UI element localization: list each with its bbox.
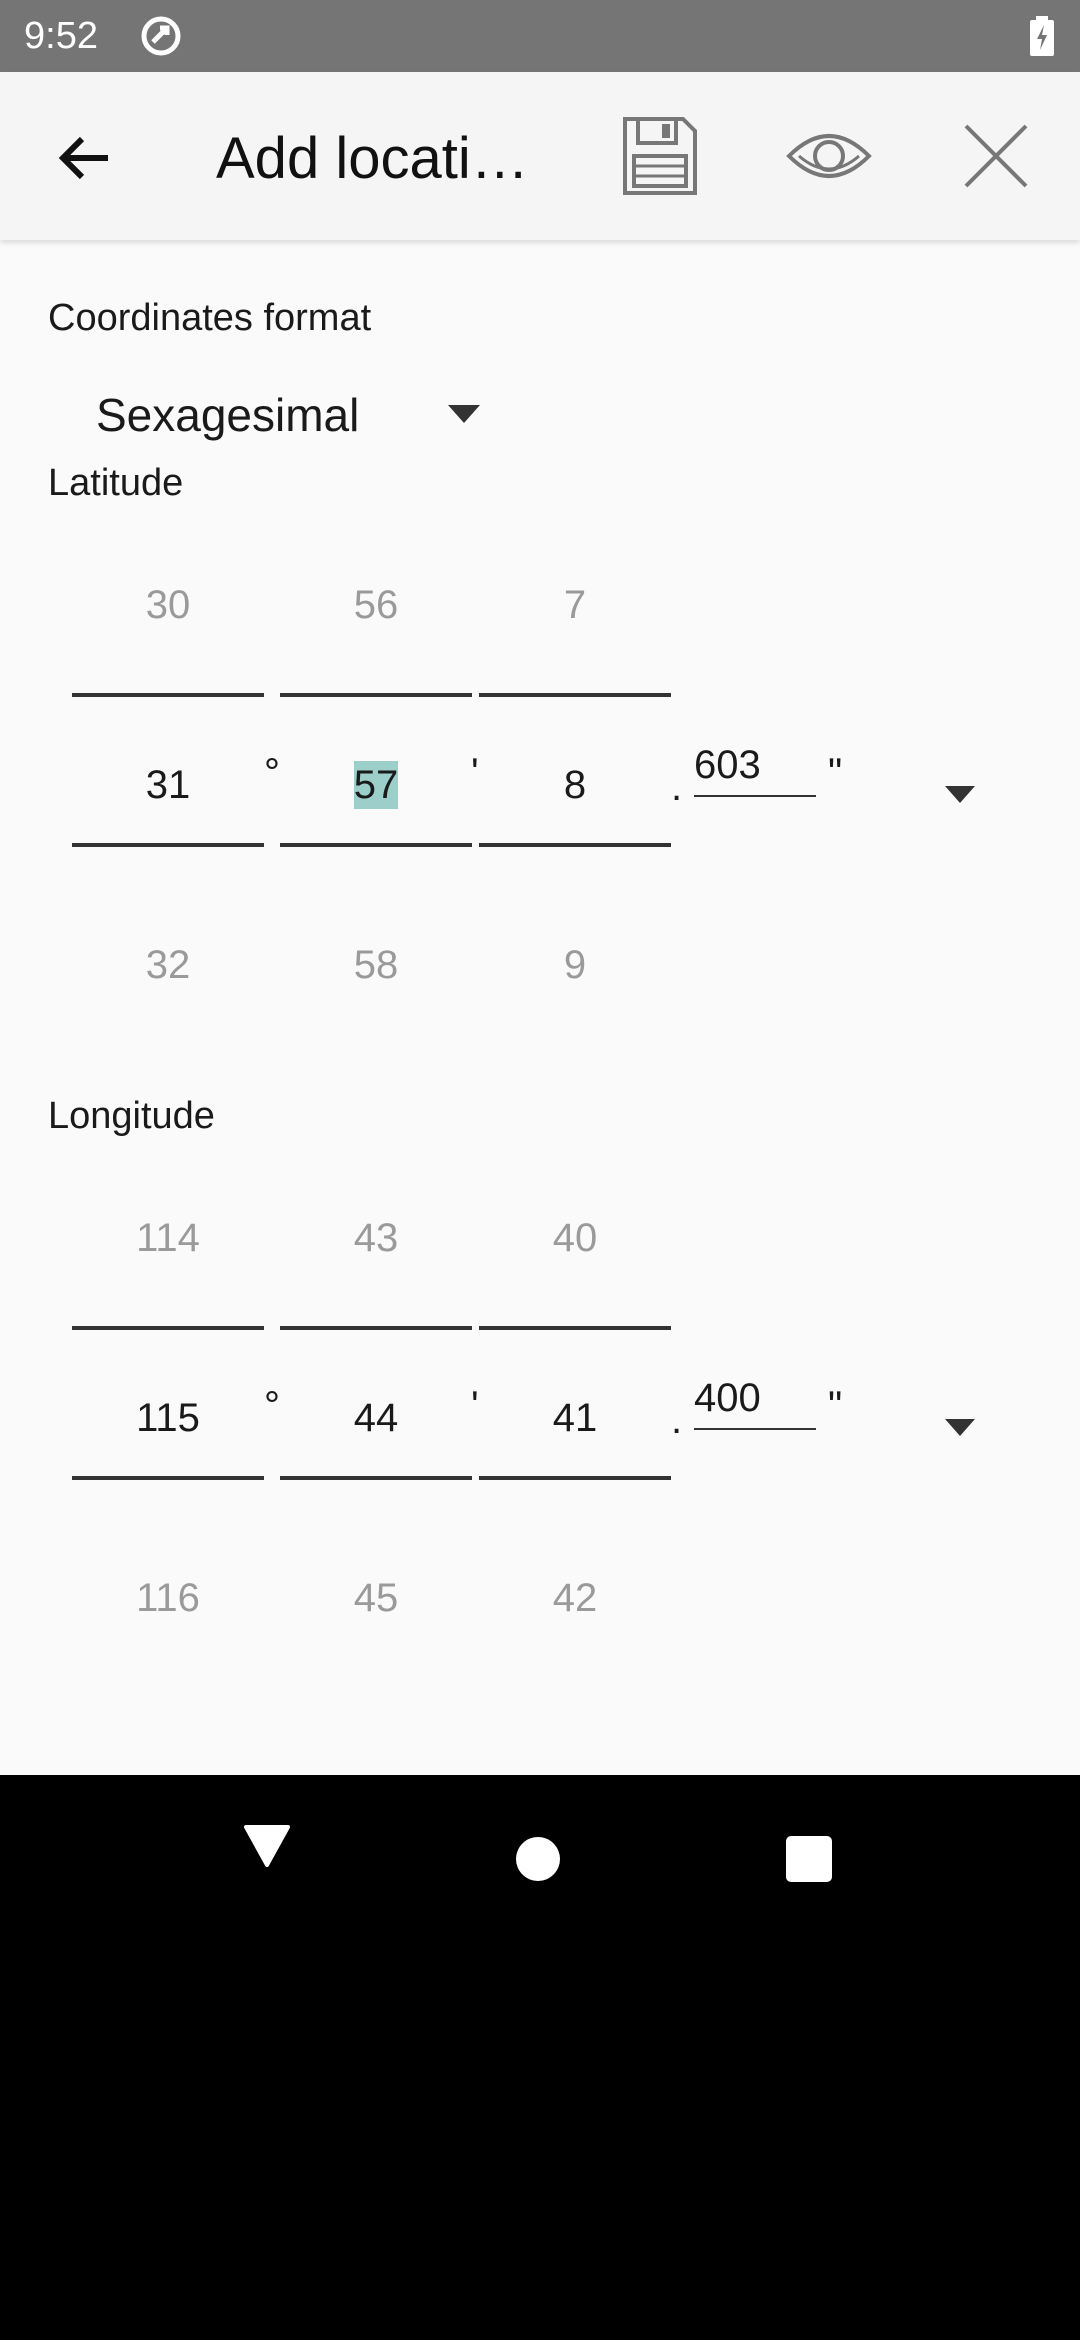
picker-next-value[interactable]: 42 xyxy=(552,1576,598,1620)
coordinates-format-dropdown[interactable]: Sexagesimal xyxy=(96,380,496,450)
latitude-seconds-decimal-input[interactable]: 603 xyxy=(694,735,816,797)
back-arrow-icon[interactable] xyxy=(48,122,120,194)
picker-divider xyxy=(280,1476,472,1480)
second-symbol: " xyxy=(828,1384,843,1428)
picker-next-value[interactable]: 58 xyxy=(353,943,399,987)
longitude-direction-dropdown-arrow-icon[interactable] xyxy=(945,1419,975,1436)
picker-prev-value[interactable]: 56 xyxy=(353,583,399,627)
nav-home-circle-icon[interactable] xyxy=(516,1837,560,1881)
dropdown-arrow-icon xyxy=(448,405,480,423)
picker-divider xyxy=(280,843,472,847)
latitude-label: Latitude xyxy=(48,462,184,504)
status-bar: 9:52 xyxy=(0,0,1080,72)
second-symbol: " xyxy=(828,751,843,795)
picker-current-value[interactable]: 31 xyxy=(145,763,191,807)
picker-prev-value[interactable]: 43 xyxy=(353,1216,399,1260)
coordinates-format-label: Coordinates format xyxy=(48,297,372,339)
picker-current-value[interactable]: 44 xyxy=(353,1396,399,1440)
picker-current-value[interactable]: 57 xyxy=(280,760,472,810)
picker-divider xyxy=(479,693,671,697)
decimal-dot: . xyxy=(671,1398,683,1442)
picker-current-value[interactable]: 41 xyxy=(552,1396,598,1440)
picker-divider xyxy=(479,1476,671,1480)
picker-divider xyxy=(72,1326,264,1330)
longitude-label: Longitude xyxy=(48,1095,215,1137)
picker-current-value[interactable]: 8 xyxy=(563,763,587,807)
picker-next-value[interactable]: 9 xyxy=(563,943,587,987)
picker-next-value[interactable]: 32 xyxy=(145,943,191,987)
latitude-direction-dropdown-arrow-icon[interactable] xyxy=(945,786,975,803)
close-icon[interactable] xyxy=(960,116,1032,196)
picker-divider xyxy=(280,1326,472,1330)
nav-back-triangle-icon[interactable] xyxy=(243,1824,291,1868)
save-floppy-icon[interactable] xyxy=(620,116,700,196)
picker-divider xyxy=(280,693,472,697)
location-form: Coordinates format Sexagesimal Latitude … xyxy=(0,240,1080,1775)
app-bar: Add locati… xyxy=(0,72,1080,240)
picker-divider xyxy=(72,843,264,847)
selected-text-highlight: 57 xyxy=(353,761,399,809)
minute-symbol: ' xyxy=(471,1384,479,1428)
sync-status-icon xyxy=(141,16,181,56)
degree-symbol: ° xyxy=(264,1384,280,1428)
picker-divider xyxy=(479,1326,671,1330)
picker-prev-value[interactable]: 40 xyxy=(552,1216,598,1260)
coordinates-format-value: Sexagesimal xyxy=(96,389,360,441)
page-title: Add locati… xyxy=(216,126,529,191)
picker-next-value[interactable]: 116 xyxy=(136,1576,200,1620)
picker-current-value[interactable]: 115 xyxy=(136,1396,200,1440)
minute-symbol: ' xyxy=(471,751,479,795)
decimal-dot: . xyxy=(671,765,683,809)
picker-prev-value[interactable]: 30 xyxy=(145,583,191,627)
degree-symbol: ° xyxy=(264,751,280,795)
picker-divider xyxy=(479,843,671,847)
longitude-seconds-decimal-input[interactable]: 400 xyxy=(694,1368,816,1430)
picker-prev-value[interactable]: 7 xyxy=(563,583,587,627)
picker-next-value[interactable]: 45 xyxy=(353,1576,399,1620)
status-time: 9:52 xyxy=(24,15,98,57)
battery-charging-icon xyxy=(1030,16,1054,56)
picker-divider xyxy=(72,693,264,697)
picker-divider xyxy=(72,1476,264,1480)
picker-prev-value[interactable]: 114 xyxy=(136,1216,200,1260)
preview-eye-icon[interactable] xyxy=(784,116,874,196)
system-navigation-bar xyxy=(0,1775,1080,1940)
nav-recents-square-icon[interactable] xyxy=(786,1836,832,1882)
